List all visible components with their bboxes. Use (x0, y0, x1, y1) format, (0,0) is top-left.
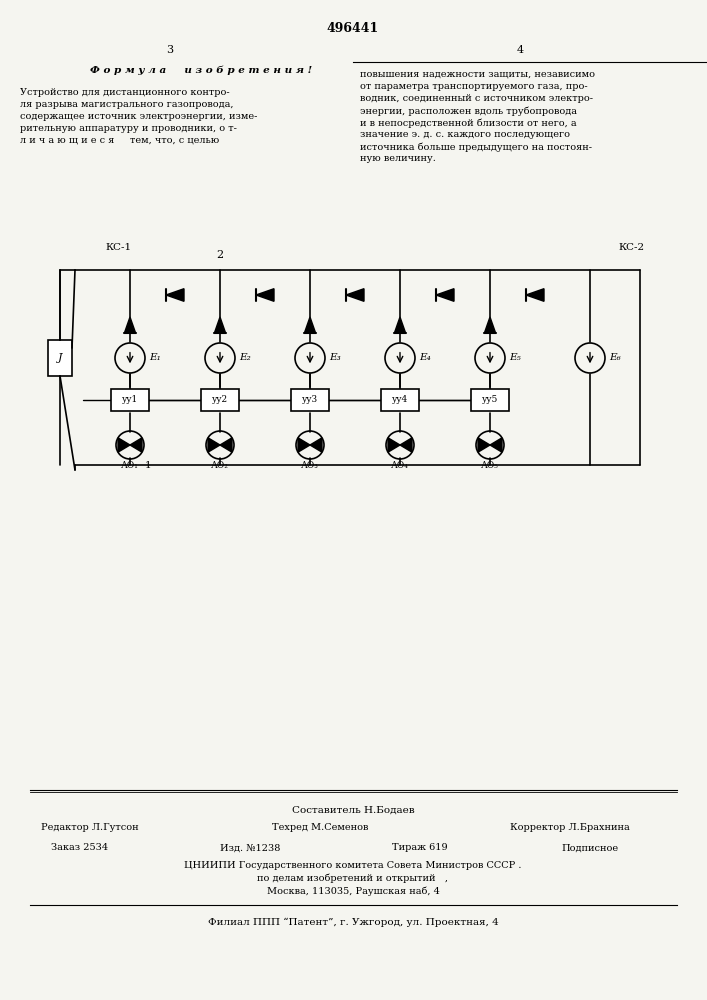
Text: АО₅: АО₅ (481, 460, 499, 470)
Text: и в непосредственной близости от него, а: и в непосредственной близости от него, а (360, 118, 577, 127)
Polygon shape (305, 317, 315, 333)
Polygon shape (395, 317, 406, 333)
Polygon shape (526, 289, 544, 301)
Text: Корректор Л.Брахнина: Корректор Л.Брахнина (510, 824, 630, 832)
Text: значение э. д. с. каждого последующего: значение э. д. с. каждого последующего (360, 130, 570, 139)
Text: рительную аппаратуру и проводники, о т-: рительную аппаратуру и проводники, о т- (20, 124, 237, 133)
Text: л и ч а ю щ и е с я     тем, что, с целью: л и ч а ю щ и е с я тем, что, с целью (20, 136, 219, 145)
Polygon shape (490, 438, 502, 452)
Polygon shape (166, 289, 184, 301)
Polygon shape (118, 438, 130, 452)
Polygon shape (484, 317, 496, 333)
Text: Филиал ППП “Патент”, г. Ужгород, ул. Проектная, 4: Филиал ППП “Патент”, г. Ужгород, ул. Про… (208, 917, 498, 927)
FancyBboxPatch shape (291, 389, 329, 411)
Text: J: J (58, 353, 62, 363)
Text: 3: 3 (166, 45, 173, 55)
Text: Составитель Н.Бодаев: Составитель Н.Бодаев (292, 806, 414, 814)
Text: источника больше предыдущего на постоян-: источника больше предыдущего на постоян- (360, 142, 592, 151)
Text: E₃: E₃ (329, 354, 341, 362)
Text: 1: 1 (145, 460, 151, 470)
Text: уу5: уу5 (481, 395, 498, 404)
Text: энергии, расположен вдоль трубопровода: энергии, расположен вдоль трубопровода (360, 106, 577, 115)
Text: Устройство для дистанционного контро-: Устройство для дистанционного контро- (20, 88, 230, 97)
Text: КС-2: КС-2 (618, 242, 644, 251)
Text: уу2: уу2 (212, 395, 228, 404)
FancyBboxPatch shape (381, 389, 419, 411)
Text: КС-1: КС-1 (105, 242, 131, 251)
Text: от параметра транспортируемого газа, про-: от параметра транспортируемого газа, про… (360, 82, 588, 91)
Text: по делам изобретений и открытий   ,: по делам изобретений и открытий , (257, 873, 448, 883)
Text: E₆: E₆ (609, 354, 621, 362)
Text: E₅: E₅ (509, 354, 521, 362)
Polygon shape (220, 438, 232, 452)
Text: Заказ 2534: Заказ 2534 (52, 844, 109, 852)
FancyBboxPatch shape (201, 389, 239, 411)
Text: АО₁: АО₁ (121, 460, 139, 470)
Text: АО₄: АО₄ (391, 460, 409, 470)
Text: содержащее источник электроэнергии, изме-: содержащее источник электроэнергии, изме… (20, 112, 257, 121)
Text: уу4: уу4 (392, 395, 408, 404)
Text: Ф о р м у л а     и з о б р е т е н и я !: Ф о р м у л а и з о б р е т е н и я ! (90, 65, 312, 75)
Text: АО₂: АО₂ (211, 460, 229, 470)
Text: 496441: 496441 (327, 21, 379, 34)
Text: повышения надежности защиты, независимо: повышения надежности защиты, независимо (360, 70, 595, 79)
Polygon shape (124, 317, 136, 333)
Text: ля разрыва магистрального газопровода,: ля разрыва магистрального газопровода, (20, 100, 233, 109)
Text: E₁: E₁ (149, 354, 160, 362)
Text: уу1: уу1 (122, 395, 138, 404)
Polygon shape (208, 438, 220, 452)
Polygon shape (388, 438, 400, 452)
Polygon shape (130, 438, 142, 452)
Text: 2: 2 (216, 250, 223, 260)
FancyBboxPatch shape (471, 389, 509, 411)
Text: Изд. №1238: Изд. №1238 (220, 844, 280, 852)
Text: 4: 4 (516, 45, 524, 55)
Polygon shape (346, 289, 364, 301)
Text: Подписное: Подписное (561, 844, 619, 852)
FancyBboxPatch shape (111, 389, 149, 411)
Text: E₄: E₄ (419, 354, 431, 362)
Polygon shape (256, 289, 274, 301)
FancyBboxPatch shape (48, 340, 72, 376)
Polygon shape (214, 317, 226, 333)
Text: Москва, 113035, Раушская наб, 4: Москва, 113035, Раушская наб, 4 (267, 886, 440, 896)
Text: Тираж 619: Тираж 619 (392, 844, 448, 852)
Text: Техред М.Семенов: Техред М.Семенов (271, 824, 368, 832)
Text: ЦНИИПИ Государственного комитета Совета Министров СССР .: ЦНИИПИ Государственного комитета Совета … (185, 860, 522, 869)
Text: Редактор Л.Гутсон: Редактор Л.Гутсон (41, 824, 139, 832)
Polygon shape (298, 438, 310, 452)
Polygon shape (400, 438, 412, 452)
Polygon shape (436, 289, 454, 301)
Text: водник, соединенный с источником электро-: водник, соединенный с источником электро… (360, 94, 593, 103)
Text: ную величину.: ную величину. (360, 154, 436, 163)
Text: АО₃: АО₃ (301, 460, 319, 470)
Text: E₂: E₂ (239, 354, 251, 362)
Polygon shape (310, 438, 322, 452)
Text: уу3: уу3 (302, 395, 318, 404)
Polygon shape (478, 438, 490, 452)
